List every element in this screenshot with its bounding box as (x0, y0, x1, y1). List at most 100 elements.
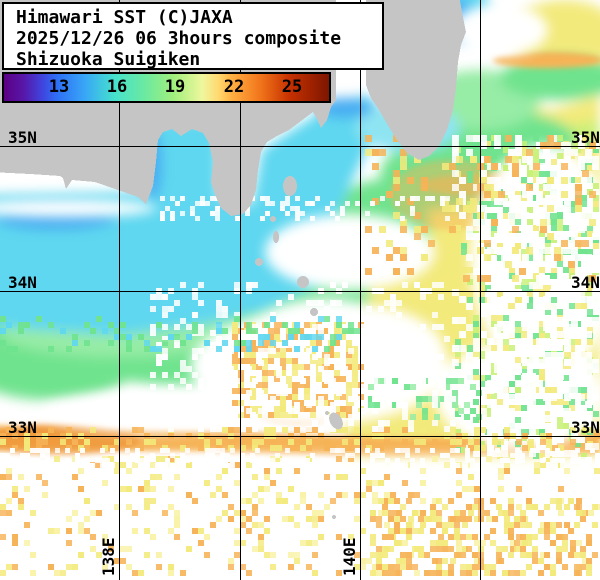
sst-pixel (494, 359, 501, 366)
sst-pixel (6, 322, 12, 328)
sst-pixel (126, 346, 132, 352)
sst-pixel (310, 216, 315, 221)
sst-pixel (575, 441, 581, 447)
sst-pixel (543, 163, 550, 170)
sst-pixel (348, 414, 354, 420)
sst-pixel (487, 443, 494, 450)
sst-pixel (382, 510, 388, 516)
sst-pixel (520, 510, 526, 516)
sst-pixel (292, 370, 298, 376)
sst-pixel (585, 317, 592, 324)
sst-pixel (420, 342, 426, 348)
sst-pixel (200, 196, 205, 201)
sst-pixel (418, 552, 424, 558)
sst-pixel (126, 340, 132, 346)
sst-pixel (557, 423, 563, 429)
sst-pixel (252, 378, 258, 384)
sst-pixel (174, 342, 180, 348)
sst-pixel (467, 177, 473, 183)
colorbar-tick-label: 16 (106, 77, 128, 97)
sst-pixel (342, 282, 348, 288)
sst-pixel (20, 453, 25, 458)
sst-pixel (246, 390, 252, 396)
sst-pixel (521, 285, 527, 291)
sst-pixel (144, 486, 150, 492)
sst-pixel (503, 165, 509, 171)
sst-pixel (536, 177, 543, 184)
sst-pixel (84, 528, 90, 534)
sst-pixel (547, 177, 554, 184)
sst-pixel (114, 328, 120, 334)
sst-pixel (198, 384, 204, 390)
sst-pixel (228, 366, 234, 372)
sst-pixel (484, 510, 490, 516)
sst-pixel (186, 324, 192, 330)
sst-pixel (515, 327, 521, 333)
sst-pixel (473, 184, 480, 191)
sst-pixel (368, 396, 374, 402)
sst-pixel (336, 534, 342, 540)
sst-pixel (394, 570, 400, 576)
sst-pixel (480, 219, 487, 226)
sst-pixel (521, 405, 527, 411)
sst-pixel (348, 534, 354, 540)
sst-pixel (322, 382, 328, 388)
sst-pixel (414, 282, 420, 288)
sst-pixel (521, 333, 527, 339)
sst-pixel (276, 498, 282, 504)
sst-pixel (520, 453, 525, 458)
sst-pixel (100, 463, 105, 468)
sst-pixel (522, 191, 529, 198)
sst-pixel (126, 564, 132, 570)
sst-pixel (520, 458, 525, 463)
sst-pixel (487, 401, 494, 408)
sst-pixel (571, 289, 578, 296)
sst-pixel (501, 254, 508, 261)
sst-pixel (550, 528, 556, 534)
sst-pixel (574, 504, 580, 510)
sst-pixel (587, 249, 593, 255)
sst-pixel (406, 564, 412, 570)
sst-pixel (575, 205, 582, 212)
sst-pixel (461, 267, 467, 273)
sst-pixel (230, 463, 235, 468)
sst-pixel (554, 254, 561, 261)
sst-pixel (334, 352, 340, 358)
sst-pixel (370, 510, 376, 516)
sst-pixel (240, 540, 246, 546)
sst-pixel (578, 352, 585, 359)
sst-pixel (384, 498, 390, 504)
sst-pixel (130, 453, 135, 458)
sst-pixel (246, 322, 252, 328)
sst-pixel (521, 369, 527, 375)
sst-pixel (322, 400, 328, 406)
sst-pixel (336, 427, 342, 433)
sst-pixel (18, 328, 24, 334)
sst-pixel (394, 516, 400, 522)
sst-pixel (234, 312, 240, 318)
sst-pixel (508, 233, 515, 240)
sst-pixel (384, 390, 390, 396)
sst-pixel (162, 312, 168, 318)
sst-pixel (436, 510, 442, 516)
sst-pixel (430, 570, 436, 576)
sst-pixel (551, 399, 557, 405)
sst-pixel (372, 378, 378, 384)
sst-pixel (198, 330, 204, 336)
sst-pixel (174, 516, 180, 522)
sst-pixel (487, 219, 494, 226)
sst-pixel (581, 231, 587, 237)
sst-pixel (480, 540, 486, 546)
sst-pixel (280, 400, 286, 406)
sst-pixel (480, 310, 487, 317)
sst-pixel (12, 486, 18, 492)
sst-pixel (216, 300, 222, 306)
sst-pixel (395, 463, 400, 468)
sst-pixel (258, 540, 264, 546)
sst-pixel (345, 453, 350, 458)
sst-pixel (336, 322, 342, 328)
sst-pixel (345, 201, 350, 206)
sst-pixel (515, 417, 521, 423)
sst-pixel (246, 408, 252, 414)
sst-pixel (228, 420, 234, 426)
